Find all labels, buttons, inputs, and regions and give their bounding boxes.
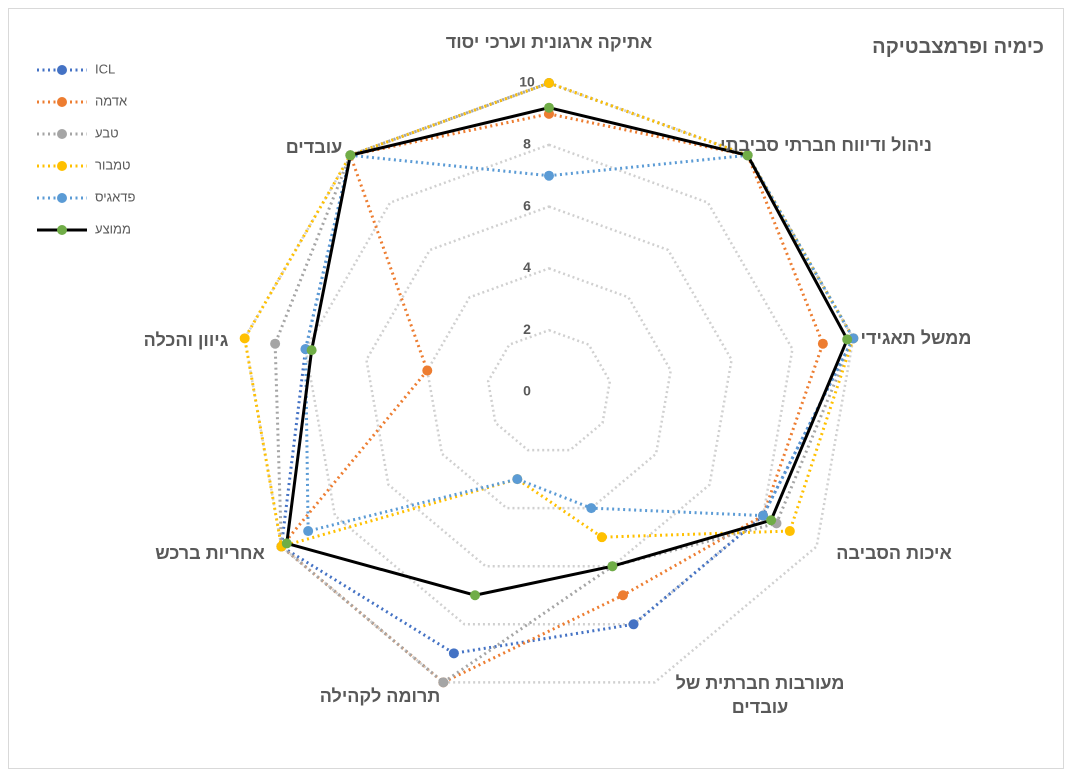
data-point [817, 338, 828, 349]
series-line [243, 81, 855, 549]
data-point [544, 78, 554, 88]
legend-marker [57, 65, 67, 75]
data-point [345, 150, 356, 161]
data-point [784, 526, 795, 537]
chart-title: כימיה ופרמצבטיקה [872, 36, 1044, 58]
data-point [607, 561, 618, 572]
series-line [279, 112, 825, 685]
data-point [544, 170, 554, 181]
chart-border [8, 8, 1064, 769]
y-tick-label: 8 [523, 136, 531, 152]
y-tick-label: 2 [523, 321, 531, 337]
series-line [279, 81, 856, 655]
axis-label: מעורבות חברתית של עובדים [675, 673, 845, 717]
data-point [470, 590, 481, 601]
data-point [742, 150, 753, 161]
data-point [586, 503, 597, 514]
legend-label: טבע [95, 125, 119, 140]
data-point [544, 102, 554, 113]
y-tick-label: 0 [523, 383, 531, 399]
grid-ring [243, 81, 855, 684]
axis-label: עובדים [285, 137, 343, 157]
data-point [306, 345, 317, 356]
legend-marker [57, 161, 67, 171]
data-point [596, 532, 607, 543]
axis-label: ממשל תאגידי [860, 328, 972, 348]
data-point [281, 538, 292, 549]
legend-label: טמבור [95, 157, 131, 172]
data-point [512, 474, 523, 485]
y-tick-label: 4 [523, 259, 531, 275]
data-point [842, 334, 853, 345]
legend-marker [57, 97, 67, 107]
axis-label: איכות הסביבה [836, 543, 952, 563]
grid-ring [365, 205, 733, 568]
legend-marker [57, 225, 67, 235]
axis-label: תרומה לקהילה [319, 686, 441, 706]
legend-label: ICL [95, 61, 115, 76]
axis-label: אחריות ברכש [155, 543, 265, 563]
grid-ring [486, 328, 612, 452]
data-point [766, 515, 777, 526]
data-point [270, 338, 281, 349]
data-point [422, 365, 433, 376]
data-point [448, 648, 459, 659]
axis-label: אתיקה ארגונית וערכי יסוד [445, 32, 653, 52]
y-tick-label: 10 [519, 74, 535, 90]
data-point [628, 619, 639, 630]
legend-label: פדאגיס [95, 189, 136, 204]
y-tick-label: 6 [523, 197, 531, 213]
axis-label: ניהול ודיווח חברתי סביבתי [720, 135, 932, 155]
legend-marker [57, 193, 67, 203]
legend-label: ממוצע [95, 221, 131, 236]
legend-marker [57, 129, 67, 139]
grid-ring [304, 143, 794, 626]
data-point [438, 677, 449, 688]
series-line [285, 106, 849, 597]
data-point [617, 590, 628, 601]
data-point [758, 510, 769, 521]
legend-label: אדמה [95, 93, 127, 108]
series-line [273, 81, 855, 685]
data-point [239, 333, 250, 344]
grid-ring [425, 267, 673, 510]
data-point [303, 526, 314, 537]
axis-label: גיוון והכלה [143, 330, 229, 350]
